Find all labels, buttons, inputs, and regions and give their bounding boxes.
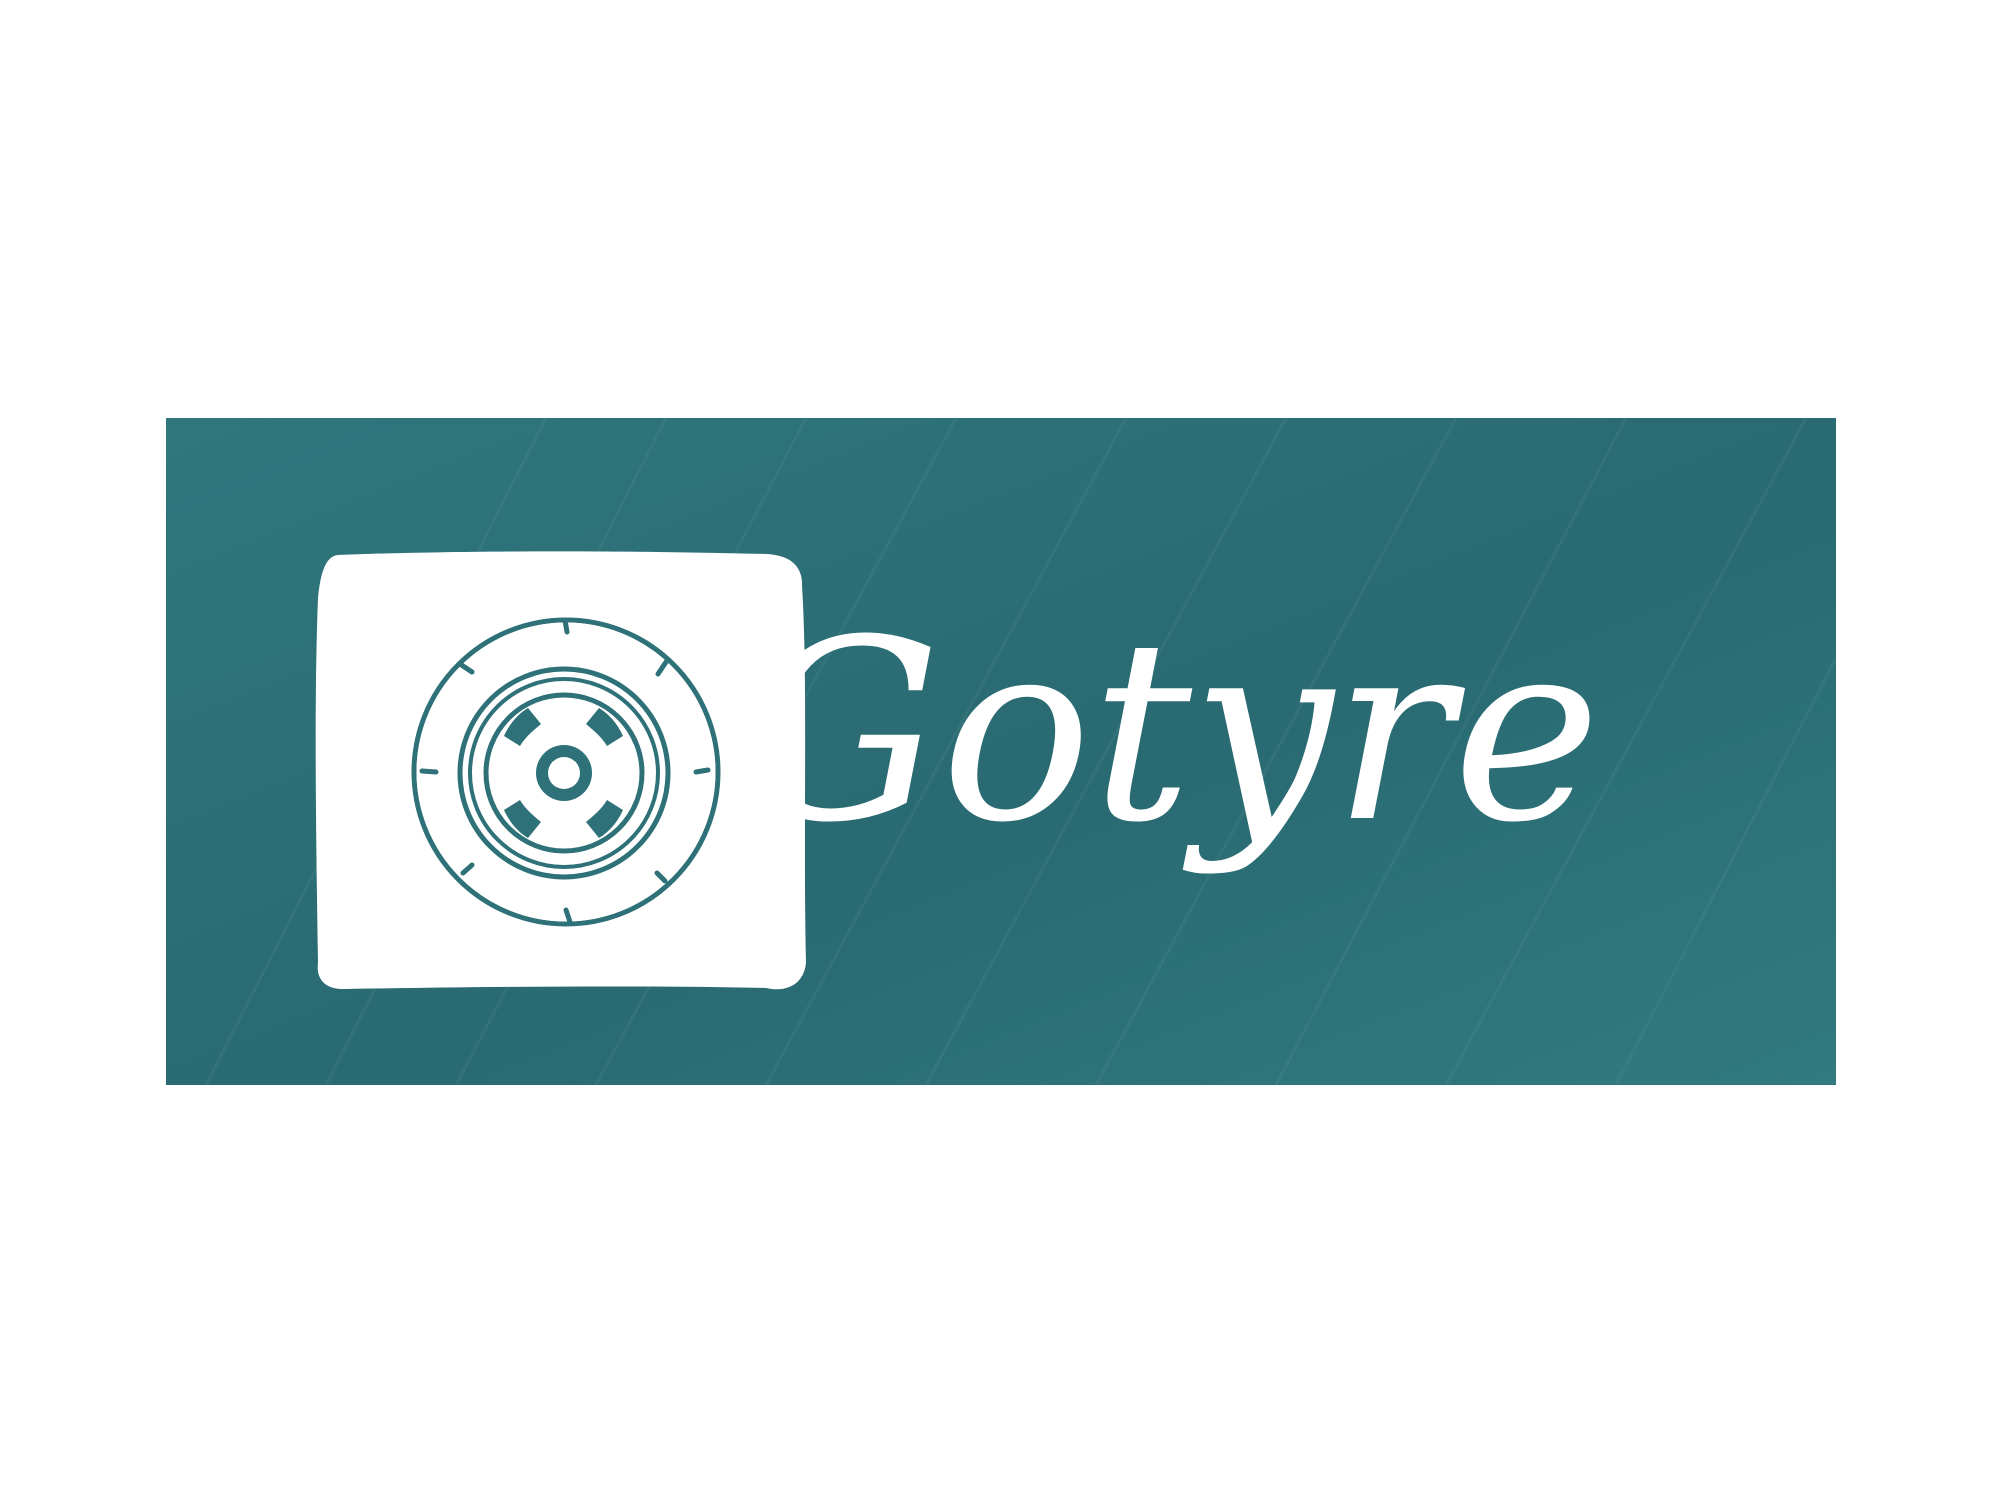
- tire-lifebuoy-icon: [315, 551, 806, 990]
- logo-banner: Gotyre: [166, 418, 1836, 1085]
- logo-graphic: Gotyre: [166, 418, 1836, 1085]
- brand-wordmark: Gotyre: [741, 586, 1600, 877]
